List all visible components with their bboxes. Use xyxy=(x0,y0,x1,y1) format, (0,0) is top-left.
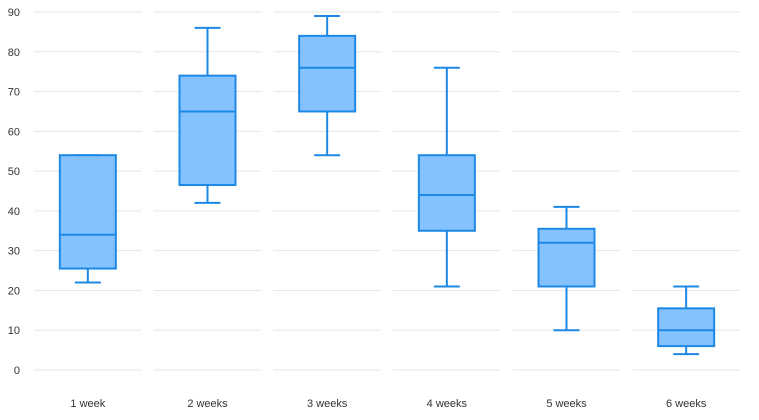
y-tick-label: 0 xyxy=(14,365,20,377)
y-tick-label: 30 xyxy=(8,246,20,258)
y-tick-label: 70 xyxy=(8,87,20,99)
box-series-item: 1 week xyxy=(58,154,117,410)
x-tick-label: 1 week xyxy=(70,398,105,410)
y-tick-label: 20 xyxy=(8,285,20,297)
y-tick-label: 80 xyxy=(8,47,20,59)
y-tick-label: 60 xyxy=(8,126,20,138)
box-body xyxy=(417,154,476,232)
box-body xyxy=(298,34,357,113)
grid-lines xyxy=(34,11,740,371)
x-tick-label: 2 weeks xyxy=(187,398,228,410)
y-tick-label: 40 xyxy=(8,206,20,218)
box-body xyxy=(657,307,716,348)
box-body xyxy=(537,227,596,288)
box-body xyxy=(178,74,237,187)
box-body xyxy=(58,154,117,270)
box-series-item: 2 weeks xyxy=(178,26,237,410)
y-tick-label: 50 xyxy=(8,166,20,178)
x-tick-label: 3 weeks xyxy=(307,398,348,410)
box-series-item: 6 weeks xyxy=(657,285,716,410)
y-axis: 0 10 20 30 40 50 60 70 80 90 xyxy=(8,7,20,377)
box-series-item: 4 weeks xyxy=(417,66,476,410)
x-tick-label: 5 weeks xyxy=(546,398,587,410)
box-series-item: 3 weeks xyxy=(298,14,357,410)
x-tick-label: 6 weeks xyxy=(666,398,707,410)
y-tick-label: 90 xyxy=(8,7,20,19)
y-tick-label: 10 xyxy=(8,325,20,337)
boxes: 1 week 2 weeks 3 weeks 4 weeks 5 weeks 6 week… xyxy=(58,14,716,410)
x-tick-label: 4 weeks xyxy=(427,398,468,410)
box-series-item: 5 weeks xyxy=(537,205,596,410)
